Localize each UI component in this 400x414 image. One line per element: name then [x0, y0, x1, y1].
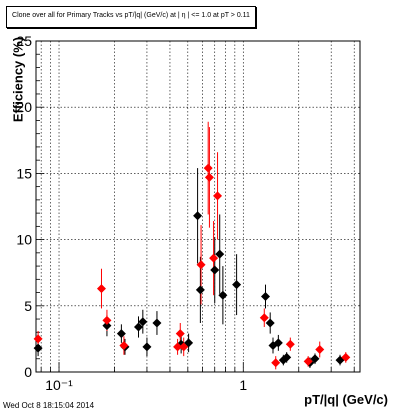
data-point-red	[341, 352, 351, 362]
data-point-red	[204, 172, 214, 182]
data-point-black	[260, 292, 270, 302]
y-tick-label: 20	[16, 99, 32, 115]
y-tick-label: 10	[16, 232, 32, 248]
data-point-red	[209, 253, 219, 263]
data-point-black	[273, 338, 283, 348]
data-point-black	[232, 280, 242, 290]
plot-frame	[35, 40, 361, 373]
data-point-black	[116, 329, 126, 339]
x-axis-label: pT/|q| (GeV/c)	[304, 392, 388, 407]
y-tick-label: 25	[16, 33, 32, 49]
data-point-red	[196, 260, 206, 270]
timestamp: Wed Oct 8 18:15:04 2014	[3, 401, 95, 410]
data-point-red	[315, 344, 325, 354]
y-tick-label: 5	[24, 298, 32, 314]
data-point-black	[265, 318, 275, 328]
data-point-red	[213, 191, 223, 201]
data-point-black	[102, 321, 112, 331]
data-point-black	[195, 285, 205, 295]
grid-lines	[36, 41, 360, 372]
data-point-red	[175, 329, 185, 339]
data-point-red	[119, 341, 129, 351]
data-point-black	[142, 342, 152, 352]
data-point-red	[173, 342, 183, 352]
y-tick-label: 0	[24, 364, 32, 380]
error-bars	[37, 121, 347, 370]
data-point-red	[203, 163, 213, 173]
data-point-red	[303, 356, 313, 366]
chart-title: Clone over all for Primary Tracks vs pT/…	[12, 12, 250, 19]
data-point-red	[259, 313, 269, 323]
x-tick-label: 10⁻¹	[45, 377, 73, 393]
data-point-black	[310, 354, 320, 364]
data-point-black	[193, 211, 203, 221]
data-point-black	[215, 249, 225, 259]
x-tick-label: 1	[239, 377, 247, 393]
data-markers	[33, 163, 351, 368]
data-point-black	[218, 290, 228, 300]
data-point-red	[33, 334, 43, 344]
data-point-red	[179, 342, 189, 352]
y-axis-label: Efficiency (%)	[10, 36, 26, 123]
data-point-black	[134, 322, 144, 332]
data-point-red	[271, 358, 281, 368]
data-point-red	[96, 284, 106, 294]
chart-title-box: Clone over all for Primary Tracks vs pT/…	[6, 6, 256, 28]
y-tick-label: 15	[16, 165, 32, 181]
data-point-black	[282, 352, 292, 362]
data-point-black	[210, 265, 220, 275]
data-point-black	[152, 318, 162, 328]
data-point-red	[102, 315, 112, 325]
data-point-black	[33, 343, 43, 353]
data-point-red	[285, 339, 295, 349]
tick-labels: 0 5 10 15 20 25 10⁻¹ 1	[16, 33, 247, 393]
data-point-black	[138, 317, 148, 327]
